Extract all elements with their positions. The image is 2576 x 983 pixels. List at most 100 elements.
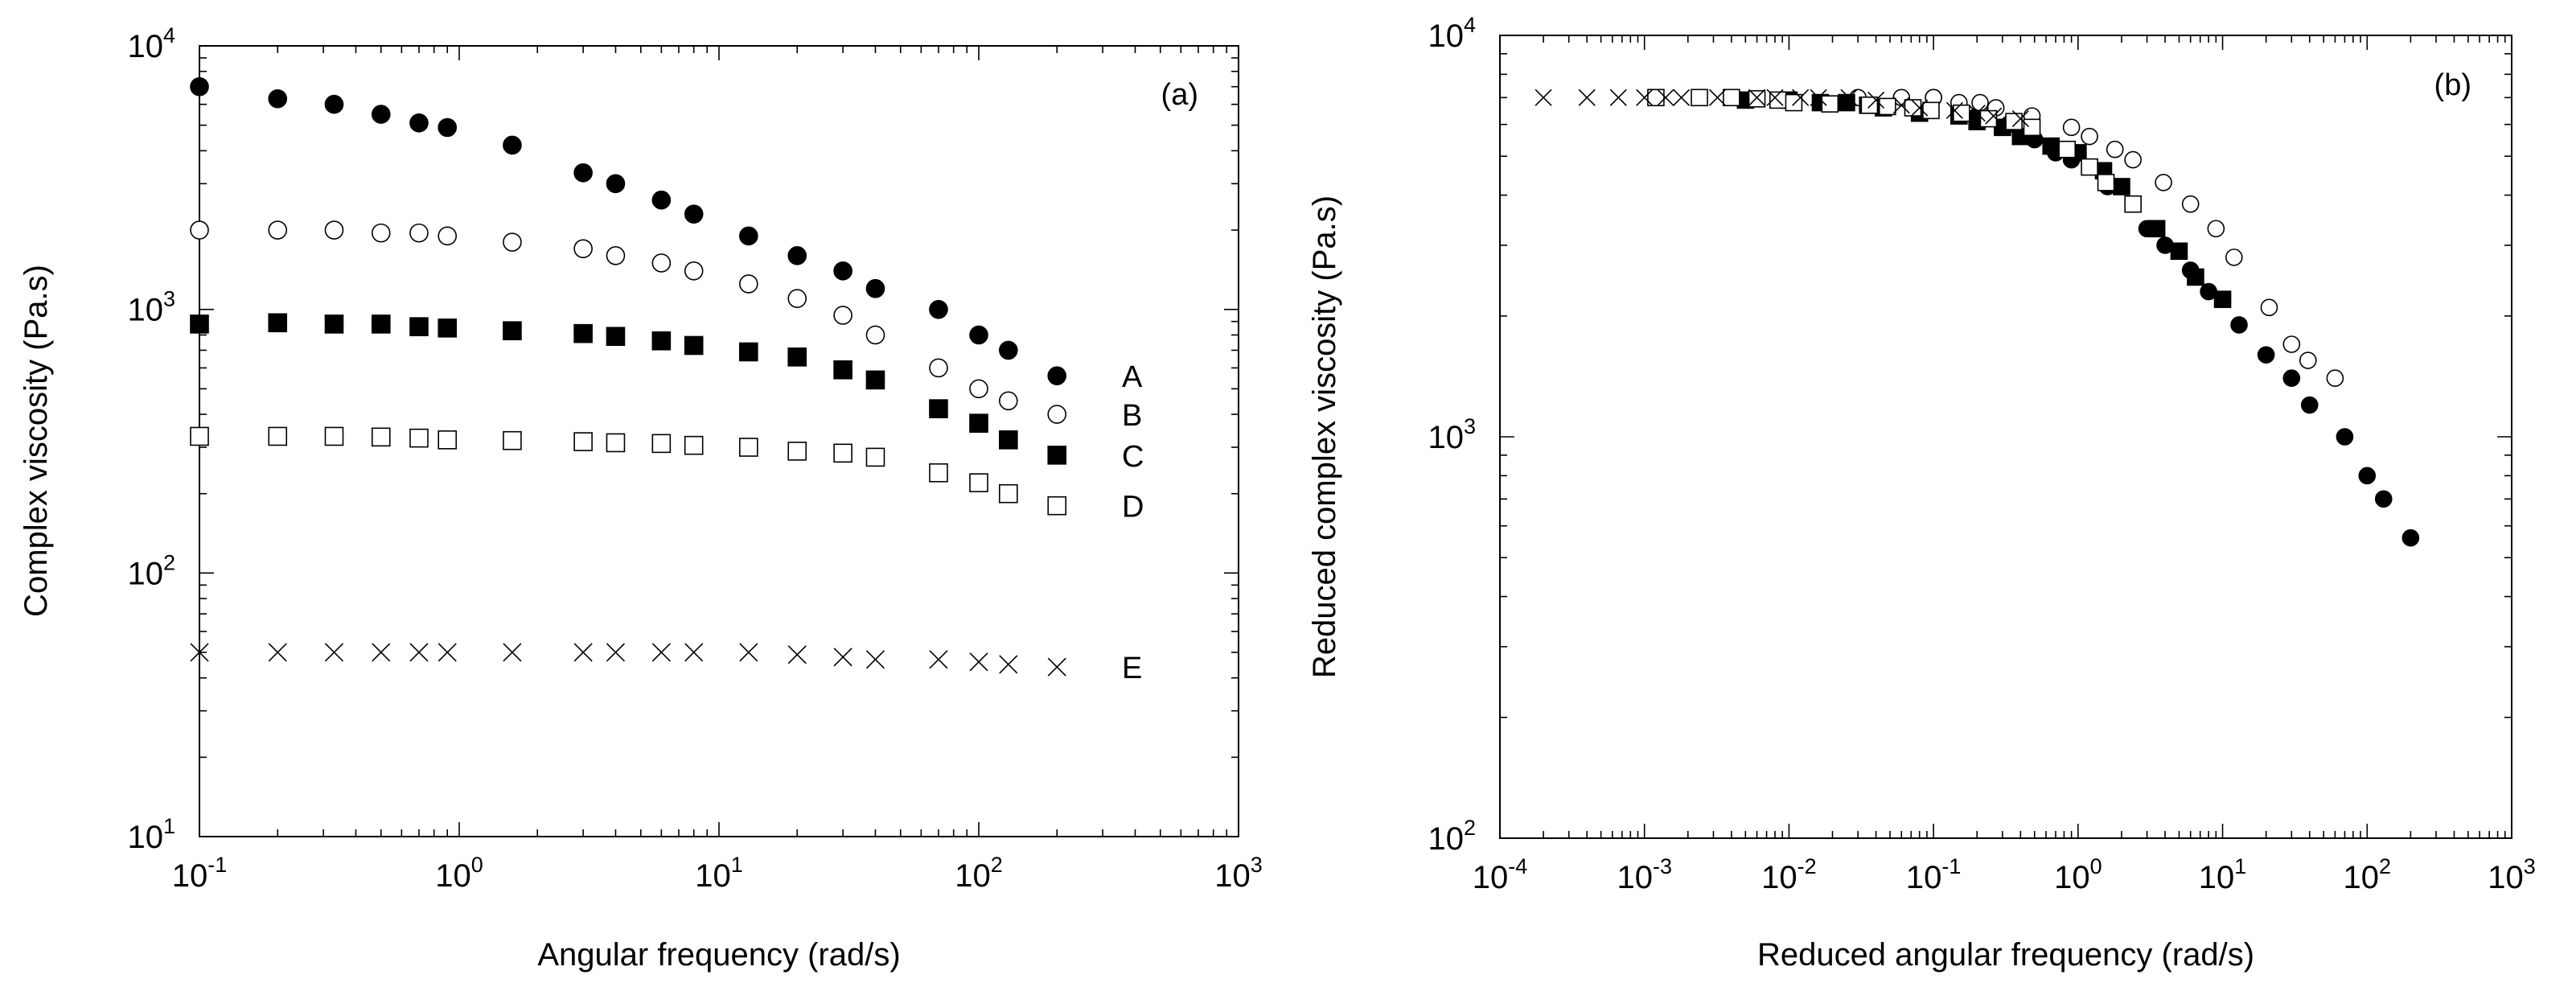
data-point-C (371, 315, 391, 334)
data-point-A (651, 190, 672, 210)
series-label-A: A (1122, 360, 1143, 394)
x-tick-label: 102 (955, 853, 1003, 894)
data-point-E (1673, 88, 1691, 106)
data-point-E (372, 643, 391, 662)
data-point-D (739, 438, 758, 457)
data-point-A (2374, 490, 2393, 508)
data-point-B (969, 379, 988, 399)
x-tick-label-base: 10 (2344, 860, 2380, 895)
series-A (190, 76, 1067, 385)
data-point-E (1892, 97, 1910, 114)
data-point-A (2300, 396, 2319, 414)
data-point-A (324, 94, 344, 114)
data-point-D (2023, 118, 2041, 137)
data-point-C (268, 313, 288, 333)
x-tick-label: 102 (2344, 854, 2392, 895)
data-point-D (2081, 158, 2098, 176)
data-point-B (268, 220, 288, 240)
x-tick-label: 10-1 (1906, 854, 1962, 895)
data-point-D (1723, 88, 1740, 107)
x-tick-label-base: 10 (172, 858, 208, 894)
data-point-D (929, 463, 948, 483)
x-tick-label: 100 (435, 853, 483, 894)
x-tick-label-base: 10 (695, 858, 731, 894)
data-point-E (684, 643, 704, 662)
data-points-b (1535, 88, 2420, 547)
data-point-A (833, 261, 853, 281)
data-point-E (573, 643, 593, 662)
data-point-E (438, 643, 457, 662)
series-B (1849, 88, 2344, 387)
data-point-E (833, 648, 853, 667)
data-point-E (1867, 91, 1885, 109)
data-point-A (2230, 316, 2248, 334)
data-point-D (503, 430, 522, 450)
x-tick-label-base: 10 (2199, 860, 2235, 895)
data-point-D (999, 483, 1018, 504)
data-point-D (2097, 174, 2115, 191)
data-point-D (573, 432, 593, 451)
data-point-B (2260, 298, 2278, 317)
data-point-C (2147, 220, 2166, 238)
data-point-A (190, 76, 209, 97)
data-point-E (787, 645, 807, 664)
data-point-E (865, 650, 885, 669)
x-tick-label-base: 10 (435, 858, 471, 894)
data-point-E (929, 650, 948, 669)
series-B (190, 220, 1067, 424)
data-point-C (606, 327, 626, 347)
data-point-A (573, 162, 593, 183)
y-tick-label-base: 10 (1428, 19, 1464, 54)
data-point-B (2081, 127, 2098, 146)
minor-ticks-a (199, 46, 1239, 837)
data-point-B (606, 245, 626, 265)
data-point-B (833, 306, 853, 325)
data-point-B (2181, 195, 2200, 213)
data-point-A (787, 245, 807, 265)
data-point-E (606, 643, 626, 662)
data-point-E (1911, 99, 1929, 117)
x-tick-label: 10-2 (1761, 854, 1817, 895)
x-tick-label: 100 (2054, 854, 2102, 895)
data-point-B (573, 239, 593, 258)
data-point-D (1647, 88, 1665, 107)
minor-ticks-b (1500, 35, 2512, 838)
data-point-C (190, 315, 209, 334)
data-point-B (865, 325, 885, 345)
y-axis-title-a: Complex viscosity (Pa.s) (18, 265, 54, 617)
x-tick-label-base: 10 (1473, 860, 1509, 895)
y-tick-label: 103 (1428, 414, 1476, 455)
series-E (1535, 88, 2029, 128)
data-point-B (371, 223, 391, 243)
data-point-E (190, 643, 209, 662)
data-point-C (684, 335, 704, 356)
x-tick-label-base: 10 (1617, 860, 1653, 895)
data-point-B (2299, 352, 2317, 369)
data-point-C (503, 321, 522, 340)
x-axis-title-a: Angular frequency (rad/s) (537, 937, 900, 973)
data-point-A (865, 278, 885, 298)
y-tick-label-base: 10 (127, 293, 163, 328)
y-tick-label-exponent: 4 (163, 23, 175, 47)
data-point-C (2170, 242, 2188, 261)
y-tick-label: 103 (127, 287, 175, 328)
x-tick-label-exponent: 1 (731, 853, 743, 877)
x-tick-label-exponent: -3 (1653, 854, 1672, 878)
data-point-D (1821, 95, 1839, 113)
data-point-E (1766, 88, 1784, 106)
x-tick-label-base: 10 (1906, 860, 1942, 895)
data-point-B (684, 261, 704, 281)
data-point-B (2106, 140, 2124, 158)
data-point-C (2187, 268, 2204, 286)
data-point-B (2062, 118, 2081, 137)
y-tick-label: 104 (1428, 13, 1476, 54)
y-tick-label-base: 10 (127, 29, 163, 64)
data-point-A (438, 117, 458, 138)
y-tick-label-exponent: 2 (163, 550, 175, 574)
plot-frame-b (1499, 35, 2512, 839)
data-point-E (2011, 110, 2029, 128)
data-point-D (684, 435, 704, 455)
